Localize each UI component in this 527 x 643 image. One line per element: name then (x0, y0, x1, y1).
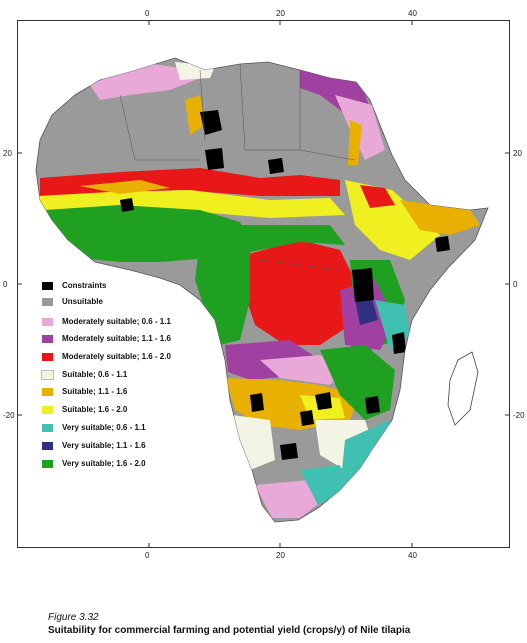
zone-north-white (175, 62, 215, 80)
legend-swatch (42, 442, 53, 450)
zone-rift-navy (355, 298, 378, 325)
constraint-12 (435, 236, 450, 252)
frame-tick-marks (17, 20, 510, 548)
legend-label: Unsuitable (62, 297, 103, 306)
tick-top-0: 0 (145, 9, 150, 18)
zone-north-coast-pink (90, 62, 200, 100)
tick-left-0: 0 (3, 280, 8, 289)
legend-swatch (42, 424, 53, 432)
constraint-10 (365, 396, 380, 414)
tick-right-20: 20 (513, 149, 522, 158)
zone-southwest-white (232, 415, 275, 470)
zone-east-orange (400, 200, 480, 235)
constraint-11 (300, 410, 314, 426)
tick-bottom-40: 40 (408, 551, 417, 560)
legend-label: Suitable; 1.1 - 1.6 (62, 387, 128, 396)
constraint-4 (120, 198, 134, 212)
zone-sahel-orange (80, 180, 170, 194)
legend-label: Suitable; 1.6 - 2.0 (62, 405, 128, 414)
constraint-8 (280, 443, 298, 460)
tick-left-neg20: -20 (3, 411, 15, 420)
legend-swatch (42, 318, 53, 326)
madagascar (447, 351, 479, 426)
zone-cape-teal (300, 465, 345, 505)
constraint-3 (268, 158, 284, 174)
legend-swatch (42, 282, 53, 290)
tick-right-neg20: -20 (513, 411, 525, 420)
legend-swatch (41, 370, 54, 380)
constraint-1 (200, 110, 222, 135)
zone-east-red (360, 185, 395, 208)
legend-swatch (42, 388, 53, 396)
legend-swatch (42, 353, 53, 361)
zone-north-orange (185, 95, 205, 135)
figure-title: Suitability for commercial farming and p… (48, 625, 411, 636)
legend-label: Moderately suitable; 0.6 - 1.1 (62, 317, 171, 326)
zone-nile-orange (348, 120, 362, 165)
tick-bottom-20: 20 (276, 551, 285, 560)
suitability-zones (38, 62, 480, 518)
legend-swatch (42, 298, 53, 306)
country-borders (119, 63, 356, 271)
tick-top-20: 20 (276, 9, 285, 18)
legend-swatch (42, 406, 53, 414)
constraint-5 (352, 268, 374, 302)
constraint-9 (315, 392, 332, 410)
legend-label: Moderately suitable; 1.1 - 1.6 (62, 334, 171, 343)
tick-right-0: 0 (513, 280, 518, 289)
legend-label: Moderately suitable; 1.6 - 2.0 (62, 352, 171, 361)
legend-label: Very suitable; 1.1 - 1.6 (62, 441, 146, 450)
constraint-6 (392, 332, 406, 354)
legend-label: Very suitable; 1.6 - 2.0 (62, 459, 146, 468)
legend-label: Very suitable; 0.6 - 1.1 (62, 423, 146, 432)
zone-congo-north-green (240, 225, 345, 252)
zone-south-pink (260, 355, 345, 385)
constraint-2 (205, 148, 224, 170)
legend-swatch (42, 335, 53, 343)
zone-west-africa-green (45, 205, 250, 262)
constraint-7 (250, 393, 264, 412)
tick-bottom-0: 0 (145, 551, 150, 560)
tick-left-20: 20 (3, 149, 12, 158)
figure-number: Figure 3.32 (48, 612, 99, 623)
legend-label: Suitable; 0.6 - 1.1 (62, 370, 128, 379)
zone-congo-west-green (195, 235, 250, 345)
zone-congo-red (245, 240, 355, 345)
legend-swatch (42, 460, 53, 468)
tick-top-40: 40 (408, 9, 417, 18)
legend-label: Constraints (62, 281, 107, 290)
zone-sahel-yellow (38, 190, 345, 218)
